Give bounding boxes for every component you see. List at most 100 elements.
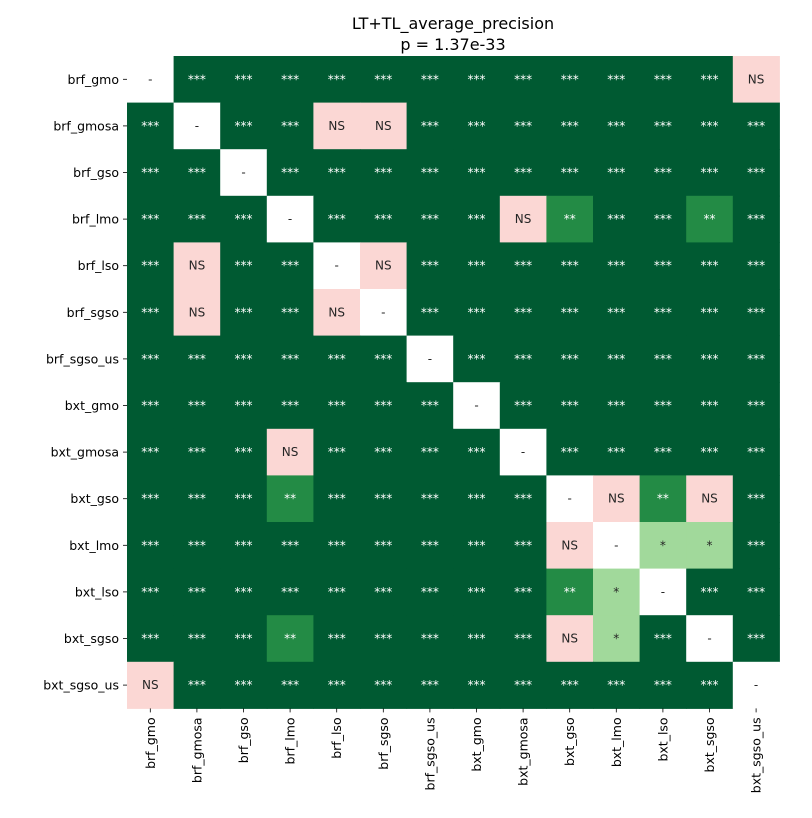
cell-value-label: *** bbox=[468, 492, 486, 506]
cell-value-label: *** bbox=[141, 212, 159, 226]
heatmap-cell bbox=[313, 661, 361, 709]
heatmap-cell bbox=[686, 428, 734, 476]
cell-value-label: * bbox=[613, 632, 619, 646]
heatmap-cell bbox=[546, 335, 594, 383]
heatmap-cell bbox=[593, 242, 641, 290]
cell-value-label: *** bbox=[747, 399, 765, 413]
heatmap-cell bbox=[732, 335, 780, 383]
heatmap-cell bbox=[360, 195, 408, 243]
cell-value-label: *** bbox=[141, 119, 159, 133]
heatmap-cell bbox=[360, 522, 408, 570]
cell-value-label: *** bbox=[421, 538, 439, 552]
heatmap-cell bbox=[686, 102, 734, 150]
heatmap-cell bbox=[406, 56, 454, 104]
cell-value-label: *** bbox=[607, 212, 625, 226]
cell-value-label: *** bbox=[514, 538, 532, 552]
heatmap-cell bbox=[406, 149, 454, 197]
y-tick-label: brf_gso bbox=[73, 165, 119, 180]
cell-value-label: *** bbox=[514, 678, 532, 692]
heatmap-cell bbox=[360, 149, 408, 197]
heatmap-cell bbox=[499, 661, 547, 709]
heatmap-cell bbox=[546, 428, 594, 476]
cell-value-label: *** bbox=[421, 212, 439, 226]
cell-value-label: *** bbox=[235, 352, 253, 366]
heatmap-cell bbox=[546, 289, 594, 337]
cell-value-label: *** bbox=[747, 352, 765, 366]
heatmap-cell bbox=[453, 335, 501, 383]
heatmap-cell bbox=[406, 661, 454, 709]
heatmap-cell bbox=[360, 661, 408, 709]
cell-value-label: NS bbox=[282, 445, 299, 459]
heatmap-cell bbox=[360, 615, 408, 663]
cell-value-label: *** bbox=[421, 305, 439, 319]
cell-value-label: *** bbox=[421, 72, 439, 86]
heatmap-cell bbox=[593, 428, 641, 476]
heatmap-cell bbox=[453, 615, 501, 663]
cell-value-label: *** bbox=[468, 119, 486, 133]
heatmap-cell bbox=[546, 522, 594, 570]
heatmap-cell bbox=[639, 661, 687, 709]
cell-value-label: *** bbox=[561, 259, 579, 273]
cell-value-label: *** bbox=[607, 305, 625, 319]
cell-value-label: *** bbox=[747, 492, 765, 506]
cell-value-label: *** bbox=[421, 585, 439, 599]
cell-value-label: *** bbox=[561, 352, 579, 366]
cell-value-label: *** bbox=[654, 305, 672, 319]
cell-value-label: *** bbox=[141, 305, 159, 319]
cell-value-label: * bbox=[707, 538, 713, 552]
heatmap-cell bbox=[313, 475, 361, 523]
heatmap-cell bbox=[313, 522, 361, 570]
heatmap-cell bbox=[220, 615, 268, 663]
heatmap-cell bbox=[266, 242, 314, 290]
cell-value-label: *** bbox=[188, 538, 206, 552]
cell-value-label: * bbox=[613, 585, 619, 599]
cell-value-label: *** bbox=[235, 538, 253, 552]
y-tick-label: bxt_lso bbox=[75, 584, 119, 599]
cell-value-label: *** bbox=[281, 119, 299, 133]
heatmap-cell bbox=[360, 335, 408, 383]
cell-value-label: *** bbox=[468, 538, 486, 552]
heatmap-cell bbox=[686, 568, 734, 616]
cell-value-label: *** bbox=[235, 399, 253, 413]
cell-value-label: NS bbox=[189, 305, 206, 319]
cell-value-label: NS bbox=[561, 632, 578, 646]
heatmap-cell bbox=[732, 568, 780, 616]
heatmap-cell bbox=[453, 568, 501, 616]
heatmap-cell bbox=[266, 149, 314, 197]
heatmap-cell bbox=[453, 149, 501, 197]
cell-value-label: - bbox=[707, 632, 711, 646]
cell-value-label: NS bbox=[328, 305, 345, 319]
cell-value-label: *** bbox=[374, 585, 392, 599]
cell-value-label: *** bbox=[141, 632, 159, 646]
heatmap-cell bbox=[220, 335, 268, 383]
heatmap-cell bbox=[593, 56, 641, 104]
heatmap-cell bbox=[686, 289, 734, 337]
cell-value-label: *** bbox=[747, 632, 765, 646]
cell-value-label: *** bbox=[235, 632, 253, 646]
heatmap-cell bbox=[686, 56, 734, 104]
cell-value-label: *** bbox=[235, 72, 253, 86]
cell-value-label: *** bbox=[514, 119, 532, 133]
cell-value-label: *** bbox=[281, 352, 299, 366]
cell-value-label: *** bbox=[561, 72, 579, 86]
cell-value-label: ** bbox=[564, 585, 576, 599]
heatmap-cell bbox=[499, 428, 547, 476]
heatmap-cell bbox=[499, 195, 547, 243]
cell-value-label: *** bbox=[561, 166, 579, 180]
cell-value-label: *** bbox=[468, 585, 486, 599]
cell-value-label: NS bbox=[608, 492, 625, 506]
heatmap-cell bbox=[406, 522, 454, 570]
heatmap-cell bbox=[546, 56, 594, 104]
x-tick-label: bxt_gso bbox=[562, 717, 577, 766]
cell-value-label: *** bbox=[701, 259, 719, 273]
cell-value-label: *** bbox=[235, 259, 253, 273]
y-tick-label: brf_lmo bbox=[72, 212, 119, 227]
heatmap-cell bbox=[127, 149, 175, 197]
heatmap-cell bbox=[220, 382, 268, 430]
cell-value-label: *** bbox=[607, 259, 625, 273]
heatmap-cell bbox=[313, 428, 361, 476]
heatmap-cell bbox=[686, 149, 734, 197]
cell-value-label: *** bbox=[701, 119, 719, 133]
cell-value-label: NS bbox=[189, 259, 206, 273]
cell-value-label: *** bbox=[654, 352, 672, 366]
